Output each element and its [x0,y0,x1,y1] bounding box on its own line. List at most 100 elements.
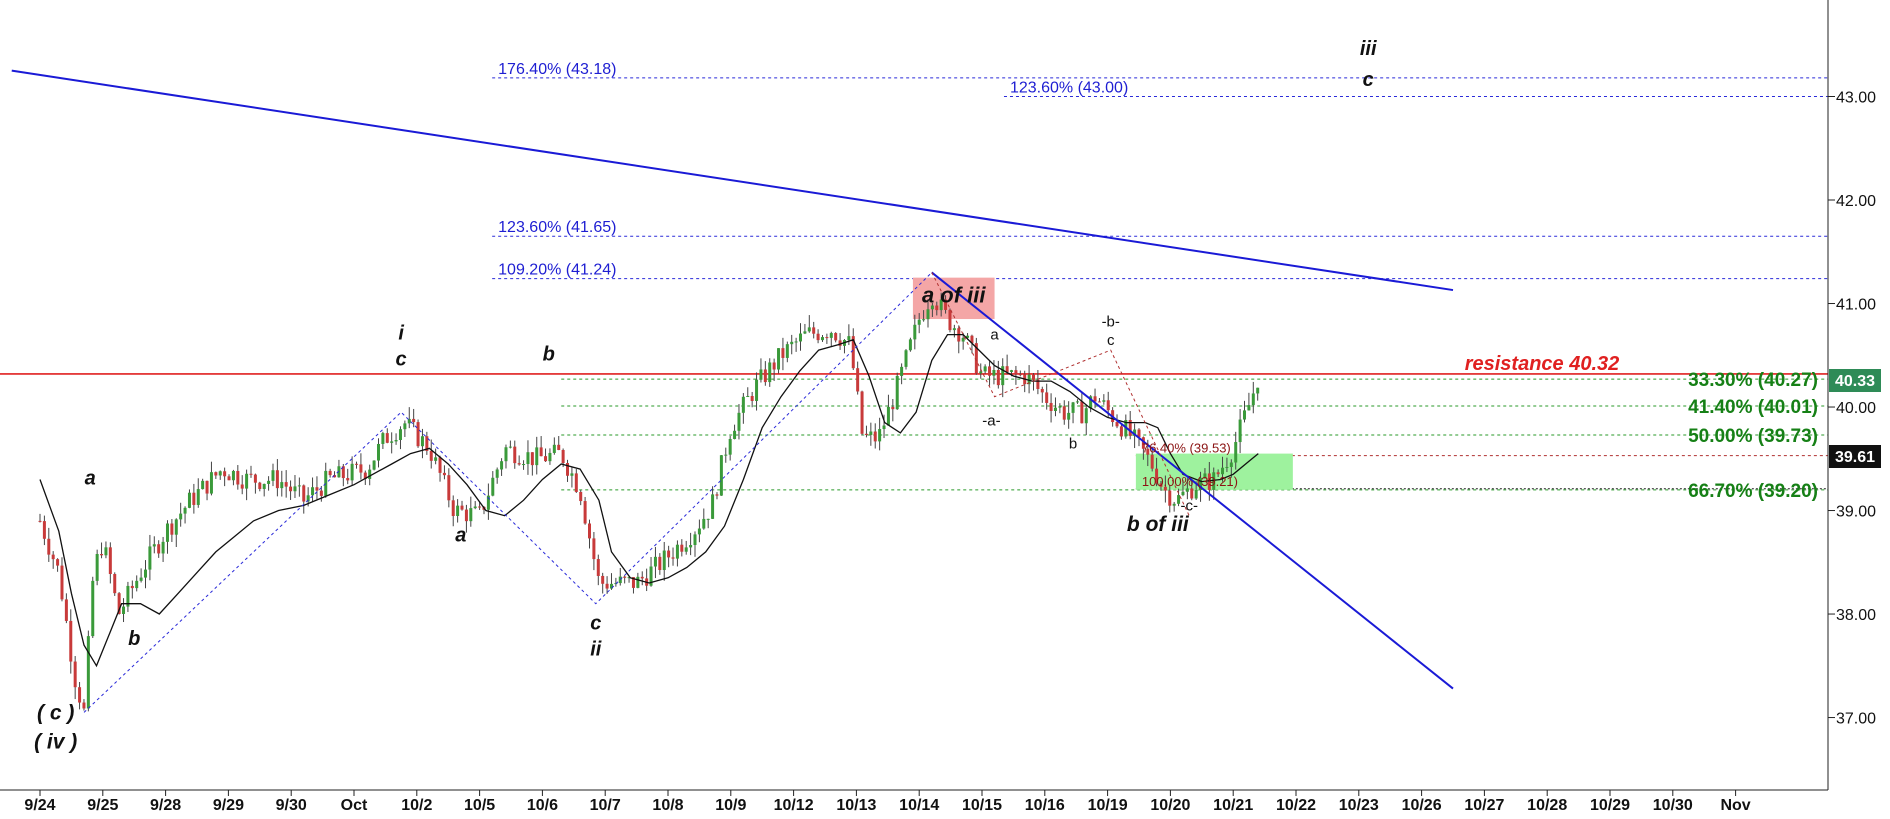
candle-body [895,375,899,410]
candle-body [42,521,46,539]
candle-body [122,606,126,614]
candle-body [236,470,240,485]
candle-body [412,418,416,423]
candlesticks [38,292,1260,712]
minor-wave-label: a [990,327,999,344]
candle-body [183,507,187,514]
candle-body [667,550,671,558]
candle-body [1229,462,1233,467]
candle-body [245,473,249,489]
x-tick-label: 10/15 [962,797,1002,814]
candle-body [992,369,996,376]
small-fib-label: 100.00% (39.21) [1142,474,1238,489]
candle-body [561,449,565,464]
moving-average-line [39,333,1259,668]
candle-body [1045,392,1049,403]
minor-wave-label: b [1069,435,1077,452]
candle-body [328,470,332,476]
y-tick-label: 43.00 [1836,90,1876,107]
candle-body [113,574,117,594]
wave-connectors [83,272,1190,713]
candle-body [346,478,350,481]
candle-body [1199,477,1203,490]
candle-body [214,472,218,476]
candle-body [728,438,732,455]
candle-body [851,336,855,369]
horizontal-levels [0,77,1828,491]
candle-body [47,538,51,555]
candle-body [504,447,508,462]
fib-retracement-label: 50.00% (39.73) [1688,426,1818,447]
wave-label: b of iii [1127,513,1190,536]
candle-body [799,333,803,342]
candle-body [1221,467,1225,475]
candle-body [135,580,139,589]
candle-body [271,470,275,481]
candle-body [311,487,315,496]
candle-body [1093,396,1097,402]
candle-body [759,369,763,380]
candle-body [1168,490,1172,506]
candle-body [355,463,359,465]
candle-body [768,362,772,383]
candle-body [438,457,442,473]
candle-body [289,486,293,492]
candle-body [315,487,319,491]
candle-body [891,406,895,410]
candle-body [95,554,99,581]
candle-body [1031,374,1035,380]
x-tick-label: 9/29 [213,797,244,814]
candle-body [434,457,438,461]
candle-body [1071,402,1075,413]
candle-body [886,406,890,426]
candle-body [535,447,539,466]
candle-body [689,545,693,548]
candle-body [130,585,134,589]
candle-body [1040,388,1044,393]
candle-body [952,328,956,331]
fib-extension-label: 123.60% (43.00) [1010,80,1128,97]
candle-body [376,443,380,461]
candle-body [790,341,794,345]
candle-body [1067,412,1071,420]
candle-body [302,485,306,502]
candle-body [51,554,55,560]
candle-body [1146,448,1150,455]
wave-label: ( c ) [37,702,74,725]
candle-body [1018,374,1022,376]
candle-body [816,333,820,341]
candle-body [205,480,209,494]
candle-body [495,469,499,478]
x-tick-label: 10/23 [1339,797,1379,814]
candle-body [1177,495,1181,504]
candle-body [966,335,970,338]
candle-body [944,299,948,310]
candle-body [579,491,583,502]
candle-body [653,556,657,567]
candle-body [416,422,420,447]
candle-body [187,492,191,508]
y-tick-label: 44.00 [1836,0,1876,3]
candle-body [425,436,429,451]
candle-body [403,423,407,430]
x-tick-label: 10/12 [774,797,814,814]
candle-body [1207,473,1211,490]
x-tick-label: Nov [1720,797,1750,814]
candle-body [491,477,495,496]
x-tick-label: 10/2 [401,797,432,814]
x-tick-label: 9/30 [276,797,307,814]
candle-body [570,473,574,476]
candle-body [240,484,244,489]
candle-body [209,472,213,494]
candle-body [1159,483,1163,487]
candle-body [671,557,675,559]
candle-body [1203,473,1207,478]
candle-body [548,452,552,462]
y-tick-label: 38.00 [1836,607,1876,624]
candle-body [557,444,561,450]
candle-body [860,391,864,434]
candle-body [684,547,688,552]
a-of-iii-label: a of iii [922,283,986,308]
candle-body [649,566,653,586]
candle-body [280,482,284,489]
